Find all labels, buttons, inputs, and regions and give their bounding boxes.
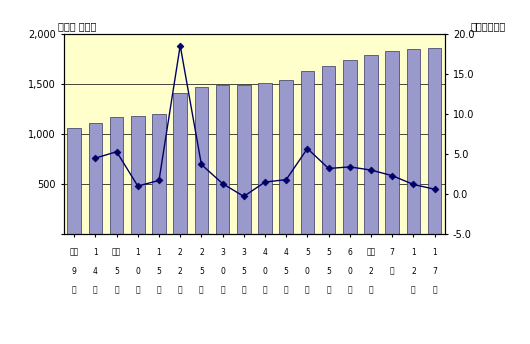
Text: 1: 1 [136,248,140,257]
Text: 大正: 大正 [69,248,79,257]
Text: 5: 5 [199,267,204,276]
Text: 2: 2 [369,267,373,276]
Text: 3: 3 [241,248,246,257]
Text: 0: 0 [135,267,140,276]
Text: 1: 1 [93,248,98,257]
Bar [407,50,420,234]
Bar [89,123,102,234]
Text: 年: 年 [263,286,267,294]
Bar [301,71,314,234]
Text: 年: 年 [369,286,373,294]
Text: 0: 0 [305,267,310,276]
Bar [343,60,357,234]
Text: 年: 年 [72,286,76,294]
Text: 年: 年 [136,286,140,294]
Text: 5: 5 [326,248,331,257]
Text: 1: 1 [432,248,437,257]
Text: 年: 年 [411,286,416,294]
Text: 5: 5 [114,267,119,276]
Bar [216,85,229,234]
Bar [173,93,187,234]
Bar [364,55,378,234]
Text: 年: 年 [305,286,310,294]
Bar [110,117,123,234]
Text: 0: 0 [220,267,225,276]
Text: 5: 5 [156,267,162,276]
Bar [279,80,293,234]
Text: 年: 年 [114,286,119,294]
Text: 5: 5 [284,267,289,276]
Bar [152,114,166,234]
Text: 4: 4 [262,248,268,257]
Bar [322,66,335,234]
Text: 年: 年 [390,267,394,276]
Text: 年: 年 [326,286,331,294]
Bar [385,51,399,234]
Bar [67,128,81,234]
Text: 2: 2 [199,248,204,257]
Text: 3: 3 [220,248,225,257]
Text: 1: 1 [157,248,161,257]
Text: 7: 7 [390,248,395,257]
Text: 2: 2 [178,267,182,276]
Text: 年: 年 [284,286,288,294]
Text: 6: 6 [347,248,352,257]
Text: 年: 年 [220,286,225,294]
Text: 4: 4 [284,248,289,257]
Text: 年: 年 [93,286,98,294]
Bar [258,83,272,234]
Text: 年: 年 [157,286,161,294]
Text: 7: 7 [432,267,437,276]
Text: 平成: 平成 [366,248,376,257]
Bar [237,85,251,234]
Text: 年: 年 [242,286,246,294]
Text: 2: 2 [178,248,182,257]
Text: 4: 4 [93,267,98,276]
Text: 5: 5 [326,267,331,276]
Bar [428,49,441,234]
Text: 2: 2 [411,267,416,276]
Text: 年: 年 [178,286,182,294]
Text: 昭和: 昭和 [112,248,121,257]
Text: 年: 年 [199,286,204,294]
Text: 0: 0 [262,267,268,276]
Text: 0: 0 [347,267,352,276]
Text: （人口 千人）: （人口 千人） [58,21,96,31]
Text: 9: 9 [72,267,77,276]
Bar [195,87,208,234]
Text: 1: 1 [411,248,416,257]
Text: （増減率％）: （増減率％） [471,21,506,31]
Text: 年: 年 [348,286,352,294]
Text: 5: 5 [305,248,310,257]
Text: 5: 5 [241,267,246,276]
Text: 年: 年 [432,286,437,294]
Bar [131,116,145,234]
